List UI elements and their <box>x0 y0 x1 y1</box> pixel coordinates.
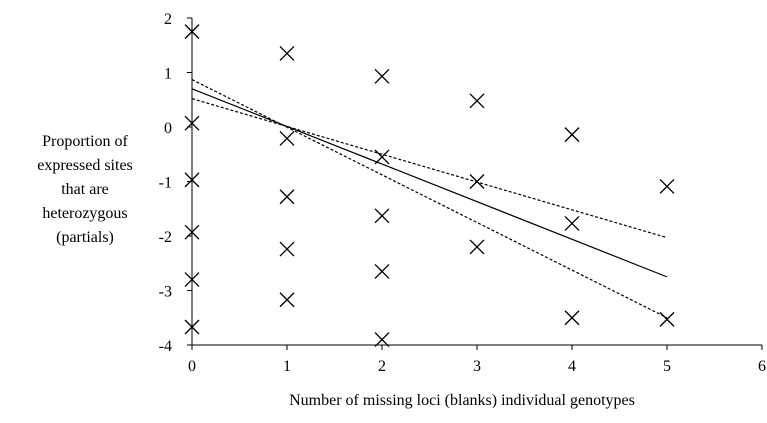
data-point <box>469 174 485 189</box>
data-point <box>374 332 390 348</box>
data-point <box>279 292 295 308</box>
y-tick-labels: -4 -3 -2 -1 0 1 2 <box>159 11 172 355</box>
data-point <box>564 216 580 231</box>
confidence-line <box>191 79 668 319</box>
data-point <box>469 93 485 109</box>
x-tick-label: 1 <box>283 358 291 375</box>
y-tick-label: -4 <box>159 338 172 355</box>
y-axis-title-line: that are <box>61 181 109 198</box>
data-point <box>469 239 485 255</box>
data-point <box>564 127 580 143</box>
y-axis-title: Proportion of expressed sites that are hete… <box>37 133 133 246</box>
data-point <box>564 310 580 326</box>
data-point <box>279 45 295 61</box>
y-tick-label: -2 <box>159 229 172 246</box>
data-point <box>659 178 675 194</box>
regression-lines <box>191 79 668 319</box>
data-point <box>184 24 200 40</box>
x-tick-label: 6 <box>758 358 766 375</box>
data-point <box>279 130 295 146</box>
x-tick-label: 0 <box>188 358 196 375</box>
y-tick-label: 0 <box>164 120 172 137</box>
confidence-line <box>191 98 668 239</box>
data-points <box>184 24 675 348</box>
data-point <box>374 149 390 165</box>
data-point <box>279 241 295 257</box>
data-point <box>374 68 390 84</box>
data-point <box>184 224 200 240</box>
data-point <box>184 115 200 131</box>
data-point <box>374 263 390 279</box>
axes <box>187 17 763 350</box>
y-tick-label: 2 <box>164 11 172 28</box>
data-point <box>279 189 295 205</box>
y-tick-label: -1 <box>159 175 172 192</box>
y-axis-title-line: Proportion of <box>42 133 128 150</box>
y-axis-title-line: (partials) <box>56 229 114 246</box>
data-point <box>184 272 200 288</box>
y-tick-label: 1 <box>164 66 172 83</box>
x-tick-label: 2 <box>378 358 386 375</box>
y-axis-title-line: expressed sites <box>37 157 133 174</box>
x-tick-label: 3 <box>473 358 481 375</box>
data-point <box>184 319 200 335</box>
y-axis-title-line: heterozygous <box>42 205 127 222</box>
data-point <box>374 208 390 224</box>
fit-line <box>191 88 668 278</box>
x-axis-title: Number of missing loci (blanks) individu… <box>289 392 635 409</box>
y-tick-label: -3 <box>159 284 172 301</box>
data-point <box>184 172 200 188</box>
x-tick-label: 4 <box>568 358 576 375</box>
data-point <box>659 311 675 327</box>
x-tick-label: 5 <box>663 358 671 375</box>
x-tick-labels: 0 1 2 3 4 5 6 <box>188 358 766 375</box>
